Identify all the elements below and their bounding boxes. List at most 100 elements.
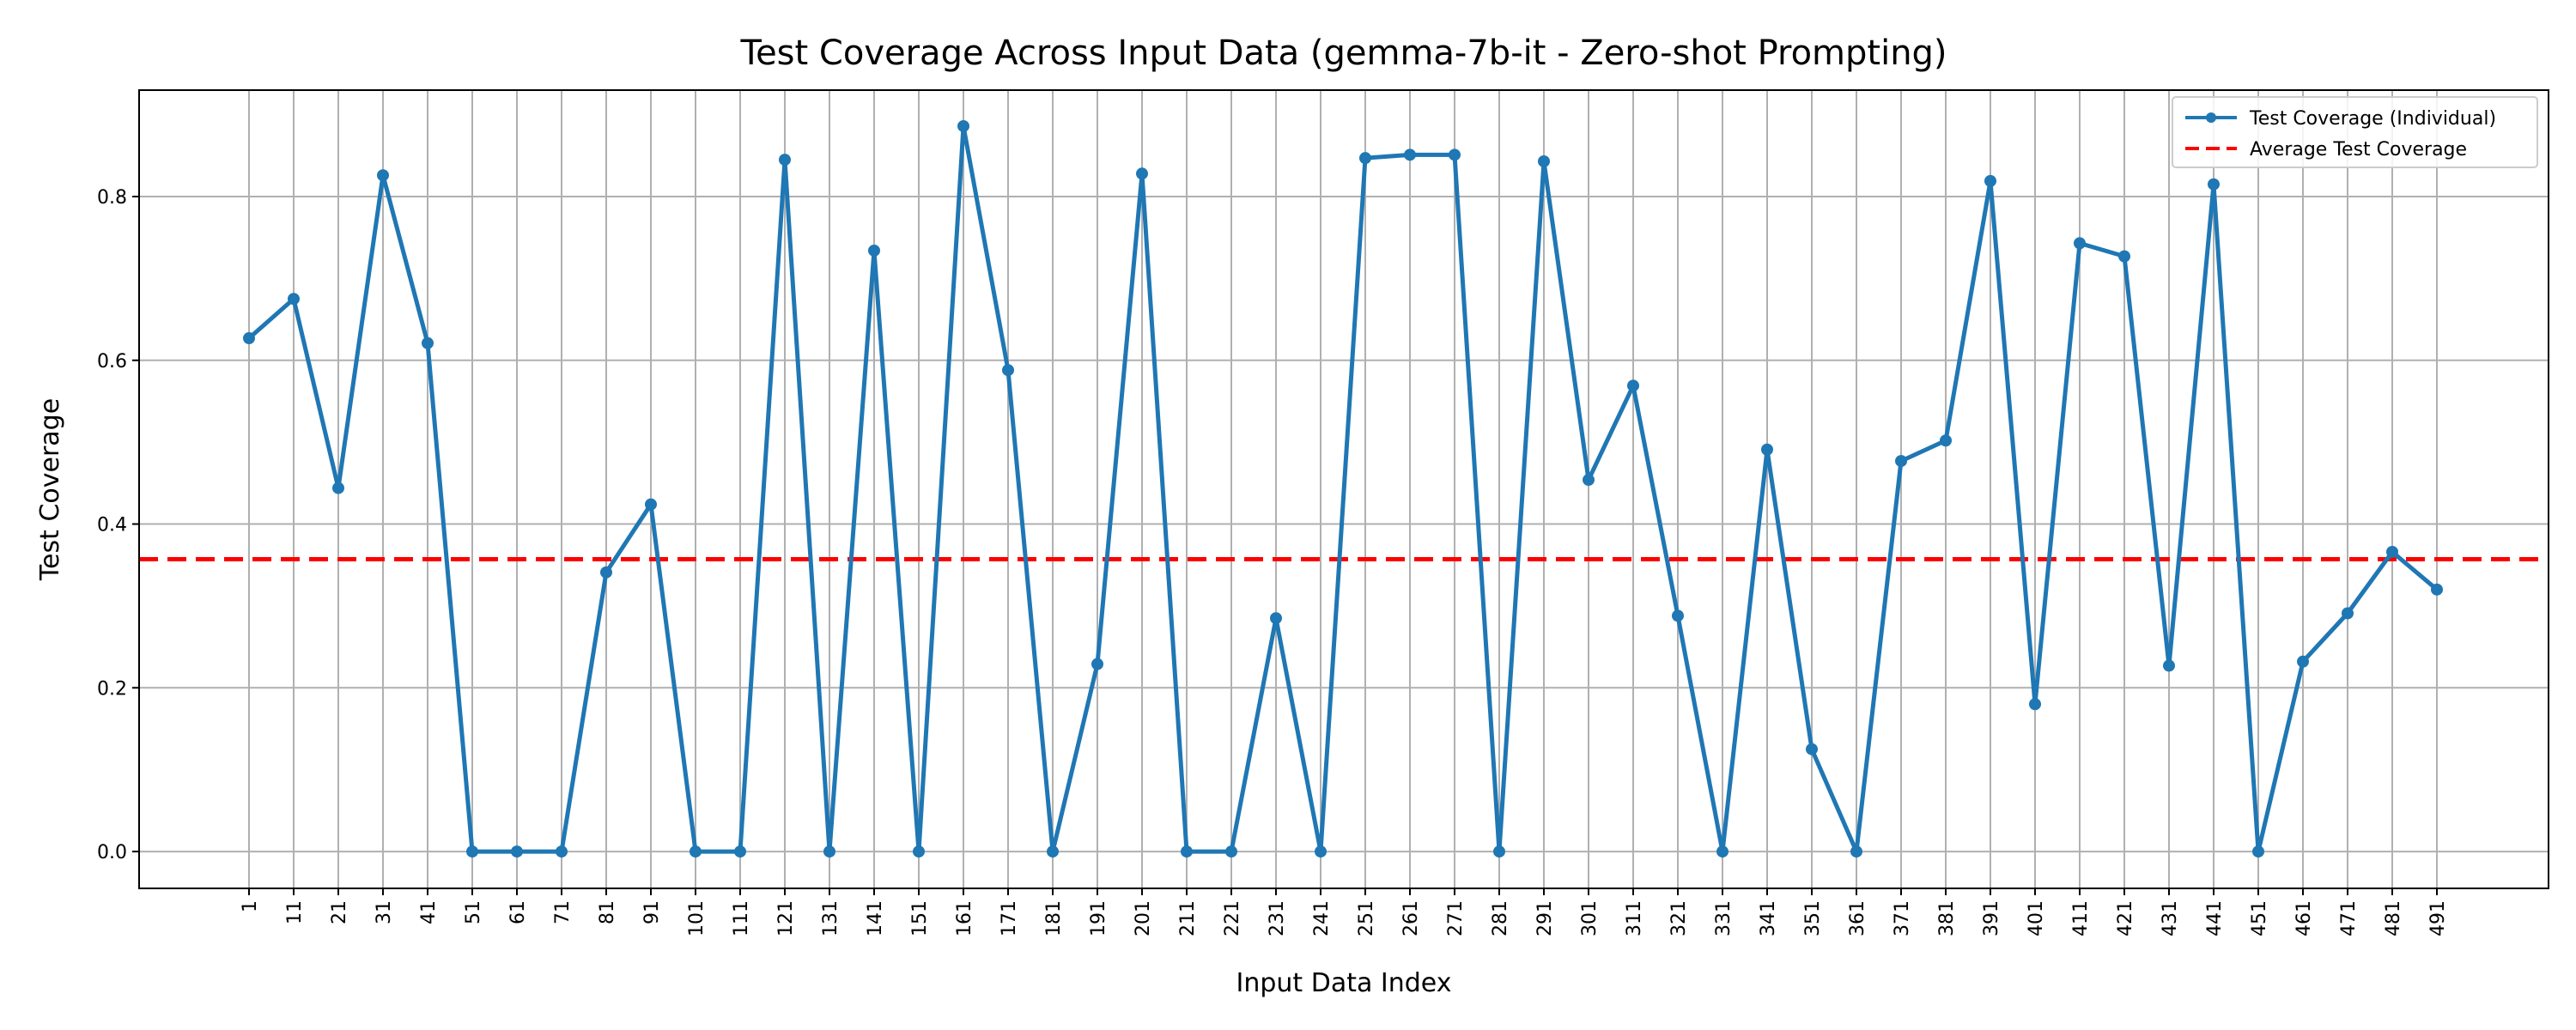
data-point	[1583, 474, 1595, 487]
plot-frame	[138, 89, 2549, 889]
x-tick-label: 161	[954, 900, 975, 936]
x-tick-label: 471	[2338, 900, 2360, 936]
data-point	[1716, 845, 1728, 858]
x-tick-label: 411	[2070, 900, 2092, 936]
x-tick-label: 451	[2249, 900, 2270, 936]
x-tick-label: 121	[775, 900, 797, 936]
data-point	[2118, 250, 2130, 263]
data-point	[1359, 152, 1371, 165]
x-tick-label: 101	[686, 900, 708, 936]
data-point	[1002, 364, 1014, 377]
y-tick-label: 0.0	[97, 842, 127, 863]
x-tick-label: 341	[1758, 900, 1779, 936]
data-point	[1225, 845, 1237, 858]
data-point	[1984, 174, 1996, 187]
chart-title: Test Coverage Across Input Data (gemma-7…	[739, 33, 1947, 73]
data-point	[556, 845, 568, 858]
x-tick-label: 151	[909, 900, 931, 936]
legend-box	[2172, 96, 2538, 168]
x-tick-label: 71	[552, 900, 574, 924]
x-tick-label: 331	[1713, 900, 1735, 936]
data-point	[2074, 237, 2086, 250]
data-point	[288, 293, 300, 306]
data-point	[823, 845, 835, 858]
data-point	[377, 169, 389, 182]
x-tick-label: 281	[1490, 900, 1511, 936]
y-axis: 0.0 0.2 0.4 0.6 0.8	[97, 187, 139, 863]
data-point	[1315, 845, 1327, 858]
legend: Test Coverage (Individual) Average Test …	[2172, 96, 2538, 168]
legend-label-average: Average Test Coverage	[2250, 139, 2467, 161]
data-point	[868, 244, 880, 257]
x-tick-label: 391	[1981, 900, 2002, 936]
data-point	[2208, 178, 2220, 191]
data-point	[2431, 583, 2443, 596]
data-point	[1270, 612, 1282, 625]
data-point	[1761, 443, 1773, 456]
x-tick-label: 461	[2293, 900, 2315, 936]
data-point	[779, 154, 791, 167]
x-tick-label: 311	[1624, 900, 1645, 936]
x-tick-label: 141	[865, 900, 886, 936]
data-point	[1449, 148, 1461, 161]
x-tick-label: 241	[1311, 900, 1333, 936]
data-point	[243, 332, 255, 345]
x-tick-label: 421	[2115, 900, 2136, 936]
data-point	[645, 498, 657, 511]
data-point	[2342, 607, 2354, 620]
x-tick-label: 271	[1445, 900, 1467, 936]
x-tick-label: 351	[1802, 900, 1824, 936]
y-tick-label: 0.2	[97, 678, 127, 700]
x-axis: 1 11 21 31 41 51 61 71 81 91 101 111 121 131 141 151 161…	[240, 888, 2449, 936]
y-axis-label: Test Coverage	[35, 398, 65, 581]
y-tick-label: 0.6	[97, 351, 127, 373]
data-point	[2029, 698, 2041, 711]
legend-label-individual: Test Coverage (Individual)	[2249, 108, 2496, 130]
data-point	[2163, 659, 2175, 672]
data-point	[1136, 167, 1148, 180]
data-point	[1806, 742, 1818, 755]
x-tick-label: 41	[418, 900, 440, 924]
data-point	[957, 119, 969, 132]
data-point	[690, 845, 702, 858]
x-tick-label: 361	[1847, 900, 1868, 936]
y-tick-label: 0.8	[97, 187, 127, 209]
data-point	[1940, 434, 1952, 447]
x-tick-label: 61	[507, 900, 529, 924]
x-tick-label: 11	[284, 900, 306, 924]
series-group	[243, 119, 2443, 858]
x-tick-label: 21	[329, 900, 350, 924]
data-point	[2252, 845, 2264, 858]
x-tick-label: 291	[1534, 900, 1556, 936]
data-point	[422, 336, 434, 349]
x-tick-label: 321	[1668, 900, 1690, 936]
series-line-individual	[247, 124, 2439, 854]
x-tick-label: 231	[1267, 900, 1288, 936]
x-tick-label: 251	[1356, 900, 1377, 936]
x-tick-label: 301	[1579, 900, 1601, 936]
data-point	[1672, 609, 1684, 622]
data-point	[1493, 845, 1505, 858]
x-tick-label: 481	[2383, 900, 2404, 936]
x-tick-label: 201	[1133, 900, 1154, 936]
x-tick-label: 261	[1400, 900, 1422, 936]
grid	[139, 90, 2549, 888]
data-point	[2297, 655, 2309, 668]
data-point	[2386, 545, 2398, 558]
x-tick-label: 91	[641, 900, 663, 924]
x-tick-label: 31	[374, 900, 395, 924]
x-tick-label: 111	[731, 900, 752, 936]
data-point	[1895, 455, 1907, 468]
x-axis-label: Input Data Index	[1236, 968, 1452, 998]
x-tick-label: 211	[1177, 900, 1199, 936]
data-point	[1047, 845, 1059, 858]
x-tick-label: 171	[999, 900, 1020, 936]
data-point	[511, 845, 523, 858]
data-point	[1538, 154, 1550, 167]
data-point	[1850, 845, 1862, 858]
data-point	[734, 845, 746, 858]
data-point	[600, 566, 612, 579]
x-tick-label: 381	[1936, 900, 1958, 936]
x-tick-label: 441	[2204, 900, 2226, 936]
